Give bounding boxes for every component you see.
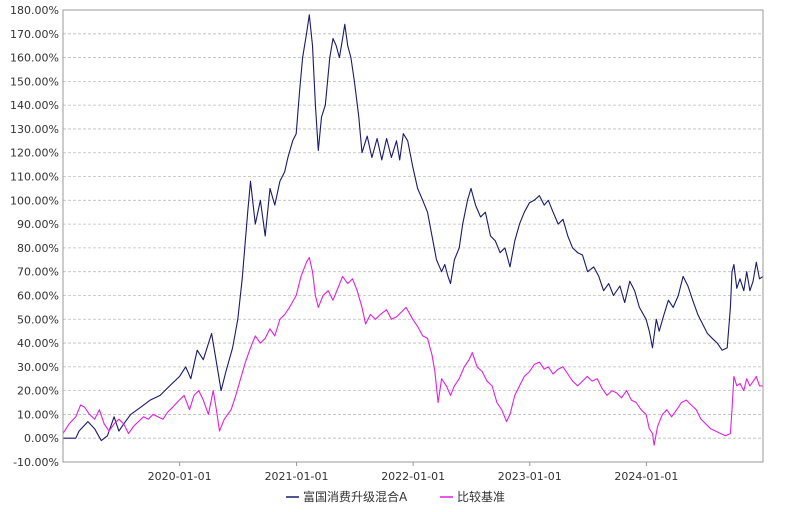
y-tick-label: 0.00%	[24, 432, 59, 445]
y-tick-label: 70.00%	[17, 266, 59, 279]
y-tick-label: 60.00%	[17, 289, 59, 302]
x-tick-label: 2020-01-01	[148, 470, 212, 483]
y-tick-label: 20.00%	[17, 385, 59, 398]
y-tick-label: 150.00%	[10, 75, 59, 88]
x-tick-label: 2024-01-01	[614, 470, 678, 483]
series-line-fund	[63, 14, 764, 442]
y-tick-label: 50.00%	[17, 313, 59, 326]
series-lines	[62, 14, 764, 446]
x-tick-label: 2023-01-01	[498, 470, 562, 483]
y-tick-label: 30.00%	[17, 361, 59, 374]
x-tick-label: 2022-01-01	[381, 470, 445, 483]
y-tick-label: 120.00%	[10, 147, 59, 160]
x-tick-label: 2021-01-01	[265, 470, 329, 483]
y-tick-label: 90.00%	[17, 218, 59, 231]
legend-label-fund: 富国消费升级混合A	[303, 489, 408, 504]
y-tick-label: 100.00%	[10, 194, 59, 207]
series-line-benchmark	[62, 256, 763, 446]
y-axis-tick-labels: -10.00% 0.00% 10.00% 20.00% 30.00% 40.00% 50.0…	[10, 4, 59, 469]
plot-area-border	[62, 9, 764, 463]
y-tick-label: 10.00%	[17, 408, 59, 421]
y-tick-label: 160.00%	[10, 52, 59, 65]
y-tick-label: -10.00%	[13, 456, 59, 469]
legend-label-benchmark: 比较基准	[457, 489, 505, 504]
y-tick-label: 80.00%	[17, 242, 59, 255]
y-tick-label: 140.00%	[10, 99, 59, 112]
y-tick-label: 170.00%	[10, 28, 59, 41]
y-tick-label: 180.00%	[10, 4, 59, 17]
y-tick-label: 110.00%	[10, 171, 59, 184]
legend: 富国消费升级混合A 比较基准	[286, 489, 505, 504]
x-axis-tick-labels: 2020-01-01 2021-01-01 2022-01-01 2023-01-01…	[148, 462, 678, 483]
y-tick-label: 40.00%	[17, 337, 59, 350]
y-tick-label: 130.00%	[10, 123, 59, 136]
